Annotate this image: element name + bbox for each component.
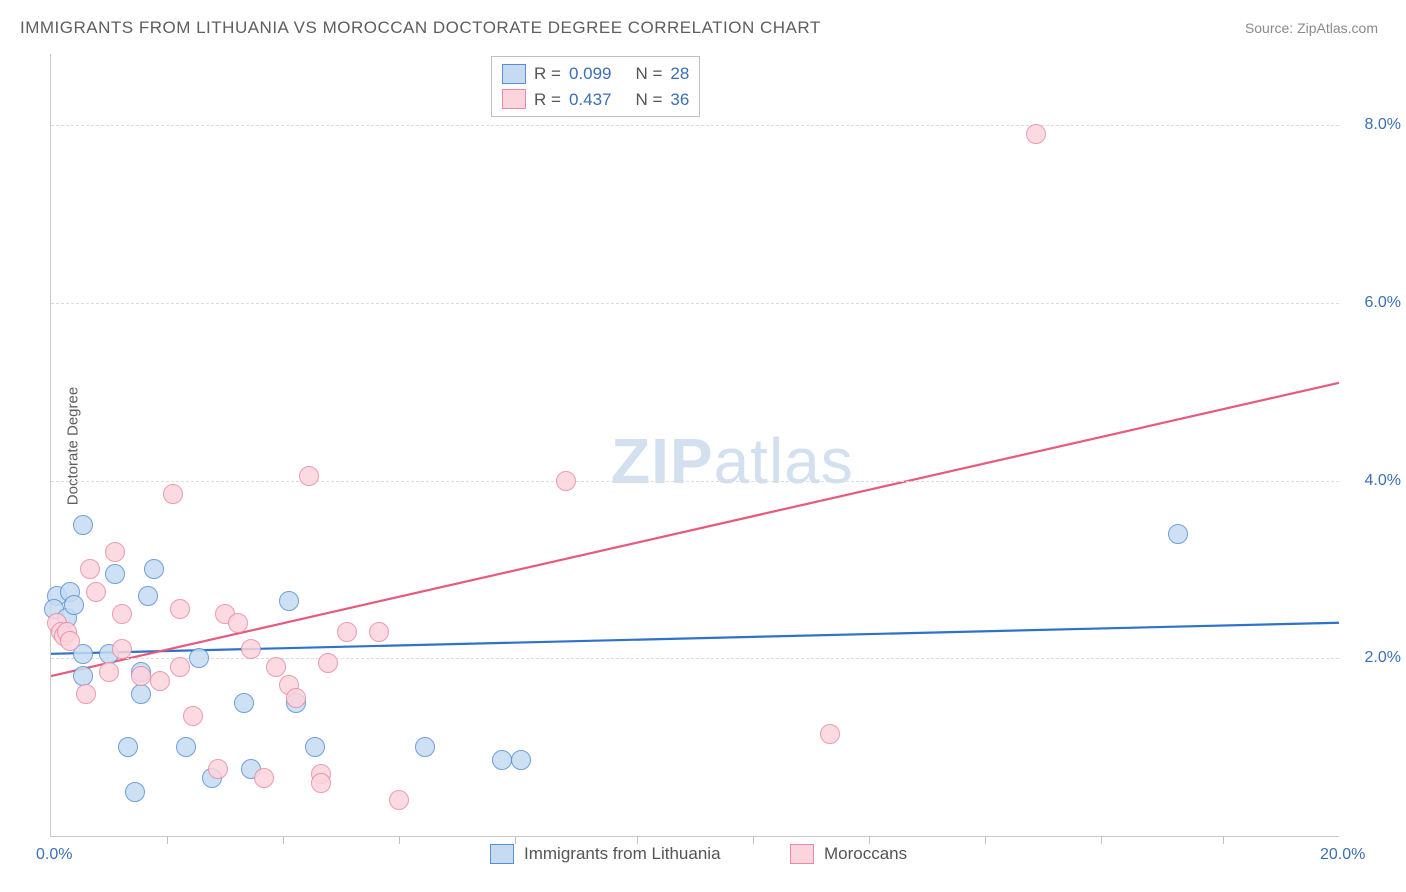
legend-swatch-icon — [502, 89, 526, 109]
legend-swatch-icon — [490, 844, 514, 864]
point-moroccans — [99, 662, 119, 682]
point-lithuania — [105, 564, 125, 584]
point-moroccans — [369, 622, 389, 642]
point-moroccans — [556, 471, 576, 491]
point-lithuania — [492, 750, 512, 770]
legend-r-label: R = — [534, 61, 561, 87]
point-moroccans — [105, 542, 125, 562]
point-lithuania — [279, 591, 299, 611]
point-moroccans — [820, 724, 840, 744]
legend-series-label: Moroccans — [824, 844, 907, 864]
x-tick — [283, 836, 284, 844]
x-tick — [869, 836, 870, 844]
gridline — [51, 303, 1339, 304]
gridline — [51, 125, 1339, 126]
legend-n-value: 36 — [670, 87, 689, 113]
point-moroccans — [1026, 124, 1046, 144]
point-lithuania — [138, 586, 158, 606]
point-lithuania — [305, 737, 325, 757]
point-moroccans — [389, 790, 409, 810]
point-moroccans — [208, 759, 228, 779]
point-moroccans — [112, 639, 132, 659]
series-legend-moroccans: Moroccans — [790, 844, 907, 864]
legend-n-label: N = — [635, 87, 662, 113]
legend-r-label: R = — [534, 87, 561, 113]
x-tick — [515, 836, 516, 844]
point-moroccans — [254, 768, 274, 788]
point-moroccans — [318, 653, 338, 673]
point-lithuania — [176, 737, 196, 757]
point-lithuania — [144, 559, 164, 579]
point-moroccans — [311, 773, 331, 793]
y-tick-label: 4.0% — [1347, 472, 1401, 490]
legend-r-value: 0.099 — [569, 61, 612, 87]
point-lithuania — [131, 684, 151, 704]
legend-r-value: 0.437 — [569, 87, 612, 113]
series-legend-lithuania: Immigrants from Lithuania — [490, 844, 721, 864]
y-tick-label: 8.0% — [1347, 116, 1401, 134]
legend-swatch-icon — [502, 64, 526, 84]
point-moroccans — [163, 484, 183, 504]
x-tick — [399, 836, 400, 844]
gridline — [51, 481, 1339, 482]
x-tick — [167, 836, 168, 844]
point-lithuania — [64, 595, 84, 615]
x-axis-origin-label: 0.0% — [36, 846, 72, 864]
point-lithuania — [511, 750, 531, 770]
watermark: ZIPatlas — [611, 424, 854, 498]
legend-swatch-icon — [790, 844, 814, 864]
x-tick — [753, 836, 754, 844]
point-moroccans — [86, 582, 106, 602]
x-tick — [1101, 836, 1102, 844]
point-lithuania — [234, 693, 254, 713]
point-moroccans — [170, 657, 190, 677]
point-moroccans — [170, 599, 190, 619]
legend-row-lithuania: R = 0.099 N = 28 — [502, 61, 689, 87]
correlation-legend: R = 0.099 N = 28 R = 0.437 N = 36 — [491, 56, 700, 117]
point-lithuania — [1168, 524, 1188, 544]
trend-line-moroccans — [51, 383, 1339, 676]
point-lithuania — [189, 648, 209, 668]
source-label: Source: ZipAtlas.com — [1245, 20, 1378, 36]
point-lithuania — [73, 666, 93, 686]
point-moroccans — [299, 466, 319, 486]
point-lithuania — [118, 737, 138, 757]
trend-lines — [51, 54, 1339, 836]
legend-n-label: N = — [635, 61, 662, 87]
plot-area: ZIPatlas R =0.099N =28R =0.437N =36 2.0%… — [50, 54, 1339, 837]
chart-title: IMMIGRANTS FROM LITHUANIA VS MOROCCAN DO… — [20, 18, 821, 38]
point-moroccans — [80, 559, 100, 579]
point-moroccans — [266, 657, 286, 677]
point-moroccans — [183, 706, 203, 726]
point-moroccans — [286, 688, 306, 708]
point-moroccans — [76, 684, 96, 704]
x-tick — [637, 836, 638, 844]
point-moroccans — [337, 622, 357, 642]
y-tick-label: 6.0% — [1347, 294, 1401, 312]
point-moroccans — [150, 671, 170, 691]
legend-n-value: 28 — [670, 61, 689, 87]
watermark-zip: ZIP — [611, 425, 714, 497]
point-lithuania — [415, 737, 435, 757]
point-moroccans — [112, 604, 132, 624]
point-lithuania — [73, 515, 93, 535]
legend-row-moroccans: R = 0.437 N = 36 — [502, 87, 689, 113]
point-lithuania — [125, 782, 145, 802]
gridline — [51, 658, 1339, 659]
x-axis-max-label: 20.0% — [1320, 846, 1365, 864]
point-moroccans — [60, 631, 80, 651]
x-tick — [1223, 836, 1224, 844]
legend-series-label: Immigrants from Lithuania — [524, 844, 721, 864]
watermark-atlas: atlas — [714, 425, 854, 497]
x-tick — [985, 836, 986, 844]
point-moroccans — [228, 613, 248, 633]
y-tick-label: 2.0% — [1347, 649, 1401, 667]
point-moroccans — [241, 639, 261, 659]
point-moroccans — [131, 666, 151, 686]
